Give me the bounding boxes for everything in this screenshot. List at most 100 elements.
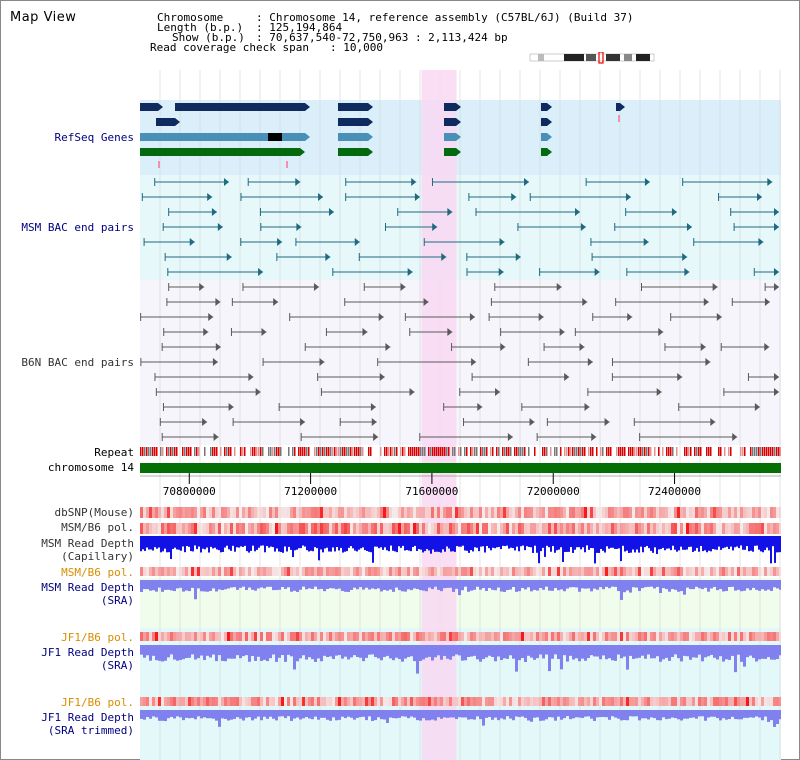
pol-cell	[254, 507, 257, 518]
pol-cell	[695, 523, 698, 534]
depth-bar	[149, 710, 152, 719]
bac-pair-arrow	[515, 253, 521, 261]
pol-cell	[194, 523, 197, 534]
depth-bar	[410, 710, 413, 717]
depth-bar	[209, 580, 212, 591]
pol-cell	[773, 523, 776, 534]
pol-cell	[464, 632, 467, 641]
b6n-bac-label[interactable]: B6N BAC end pairs	[21, 356, 134, 369]
depth-bar	[182, 580, 185, 592]
msm-bac-label[interactable]: MSM BAC end pairs	[21, 221, 134, 234]
repeat-tick	[472, 447, 474, 456]
repeat-tick	[416, 447, 418, 456]
repeat-tick	[544, 447, 546, 456]
pol-cell	[392, 632, 395, 641]
depth-bar	[608, 536, 610, 549]
pol-cell	[233, 632, 236, 641]
pol-cell	[209, 507, 212, 518]
depth-bar	[620, 580, 623, 600]
depth-bar	[422, 580, 425, 591]
pol-cell	[653, 697, 656, 706]
pol-cell	[212, 567, 215, 576]
depth-bar	[734, 536, 736, 548]
pol-cell	[704, 697, 707, 706]
repeat-tick	[546, 447, 548, 456]
depth-bar	[698, 580, 701, 589]
repeat-tick	[634, 447, 636, 456]
pol-cell	[356, 697, 359, 706]
pol-cell	[608, 507, 611, 518]
depth-bar	[688, 536, 690, 547]
depth-bar	[410, 645, 413, 657]
depth-bar	[275, 710, 278, 721]
pol-cell	[437, 567, 440, 576]
pol-cell	[305, 523, 308, 534]
pol-cell	[554, 632, 557, 641]
repeat-tick	[696, 447, 698, 456]
pol-cell	[197, 523, 200, 534]
pol-cell	[368, 697, 371, 706]
depth-bar	[498, 536, 500, 547]
depth-bar	[518, 536, 520, 552]
pol-cell	[692, 523, 695, 534]
msm-bac-end-pairs-track[interactable]	[141, 178, 779, 276]
pol-cell	[194, 632, 197, 641]
repeat-tick	[602, 447, 604, 456]
pol-cell	[662, 523, 665, 534]
pol-cell	[182, 697, 185, 706]
pol-cell	[152, 632, 155, 641]
pol-cell	[326, 632, 329, 641]
pol-cell	[353, 697, 356, 706]
repeat-tick	[564, 447, 566, 456]
depth-bar	[383, 645, 386, 657]
depth-bar	[266, 710, 269, 719]
depth-bar	[494, 536, 496, 549]
refseq-genes-label[interactable]: RefSeq Genes	[54, 131, 134, 144]
msm-depth-sra-label-2: (SRA)	[100, 594, 134, 607]
b6n-bac-end-pairs-track[interactable]	[140, 283, 779, 441]
pol-cell	[548, 523, 551, 534]
depth-bar	[334, 536, 336, 552]
depth-bar	[458, 645, 461, 656]
depth-bar	[726, 536, 728, 547]
pol-cell	[413, 507, 416, 518]
pol-cell	[698, 507, 701, 518]
repeat-tick	[220, 447, 222, 456]
bac-pair-arrow	[385, 343, 391, 351]
depth-bar	[462, 536, 464, 546]
depth-bar	[488, 536, 490, 549]
depth-bar	[496, 536, 498, 548]
depth-bar	[425, 580, 428, 592]
depth-bar	[719, 580, 722, 589]
depth-bar	[268, 536, 270, 548]
pol-cell	[254, 523, 257, 534]
depth-bar	[422, 536, 424, 553]
depth-bar	[434, 645, 437, 658]
pol-cell	[713, 632, 716, 641]
depth-bar	[170, 580, 173, 591]
repeat-tick	[228, 447, 230, 456]
pol-cell	[776, 567, 779, 576]
pol-cell	[368, 567, 371, 576]
refseq-gene-track[interactable]	[140, 103, 625, 168]
pol-cell	[668, 697, 671, 706]
pol-cell	[389, 697, 392, 706]
depth-bar	[590, 710, 593, 719]
pol-cell	[713, 523, 716, 534]
depth-bar	[293, 645, 296, 670]
depth-bar	[422, 645, 425, 660]
pol-cell	[542, 523, 545, 534]
chromosome-bar[interactable]	[140, 463, 781, 473]
track-panel[interactable]: 70800000 71200000 71600000 72000000 72400000	[140, 70, 781, 760]
depth-bar	[665, 580, 668, 590]
chromosome-ideogram[interactable]	[528, 52, 658, 64]
depth-bar	[596, 645, 599, 657]
pol-cell	[188, 507, 191, 518]
pol-cell	[290, 567, 293, 576]
depth-bar	[296, 710, 299, 718]
gene-block	[444, 118, 456, 126]
depth-bar	[638, 710, 641, 721]
pol-cell	[203, 523, 206, 534]
pol-cell	[656, 523, 659, 534]
depth-bar	[330, 536, 332, 552]
